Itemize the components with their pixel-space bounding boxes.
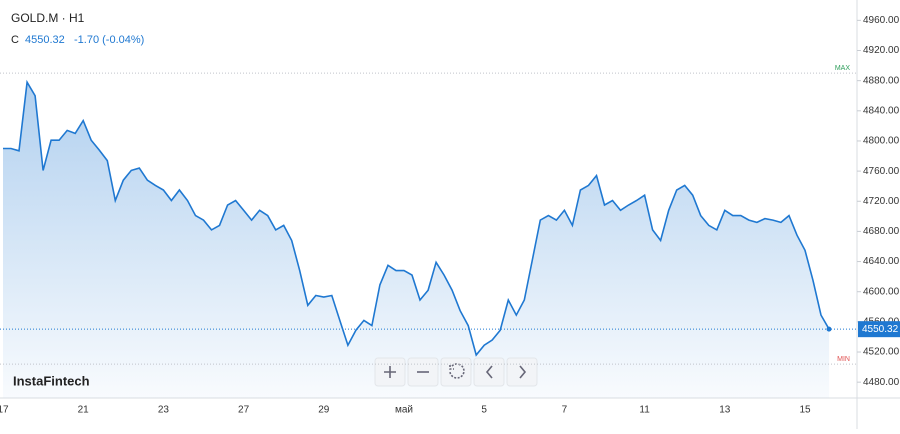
last-price-label: 4550.32 [862,324,899,335]
zoom-in-button[interactable] [374,357,406,387]
price-line [3,79,830,357]
area-fill [3,82,830,398]
reset-button[interactable] [440,357,472,387]
y-tick-label: 4880.00 [863,75,900,86]
close-value: 4550.32 [25,34,65,46]
y-tick-label: 4680.00 [863,226,900,237]
x-tick-label: 27 [238,405,250,416]
max-line-label: MAX [835,65,851,72]
x-tick-label: 23 [158,405,170,416]
plot-area [3,79,830,398]
x-tick-label: 13 [719,405,731,416]
last-price-box [858,321,900,338]
y-tick-label: 4600.00 [863,286,900,297]
scroll-right-button[interactable] [506,357,538,387]
symbol: GOLD.M · H1 [11,11,85,25]
min-line-label: MIN [837,356,850,363]
x-tick-label: 15 [799,405,811,416]
change-value: -1.70 (-0.04%) [74,34,144,46]
y-tick-label: 4480.00 [863,377,900,388]
x-tick-label: 17 [0,405,9,416]
y-tick-label: 4520.00 [863,347,900,358]
y-tick-label: 4920.00 [863,45,900,56]
x-tick-label: 11 [639,405,650,416]
x-tick-label: 21 [78,405,90,416]
x-tick-label: 29 [318,405,330,416]
y-tick-label: 4840.00 [863,105,900,116]
y-tick-label: 4720.00 [863,196,900,207]
y-tick-label: 4960.00 [863,15,900,26]
watermark: InstaFintech [13,373,90,388]
scroll-left-button[interactable] [473,357,505,387]
x-tick-label: май [395,405,413,416]
y-tick-label: 4800.00 [863,136,900,147]
close-label: C [11,34,19,46]
y-tick-label: 4760.00 [863,166,900,177]
y-tick-label: 4640.00 [863,256,900,267]
last-price-dot [826,326,832,332]
zoom-out-button[interactable] [407,357,439,387]
x-tick-label: 5 [481,405,487,416]
x-tick-label: 7 [562,405,568,416]
